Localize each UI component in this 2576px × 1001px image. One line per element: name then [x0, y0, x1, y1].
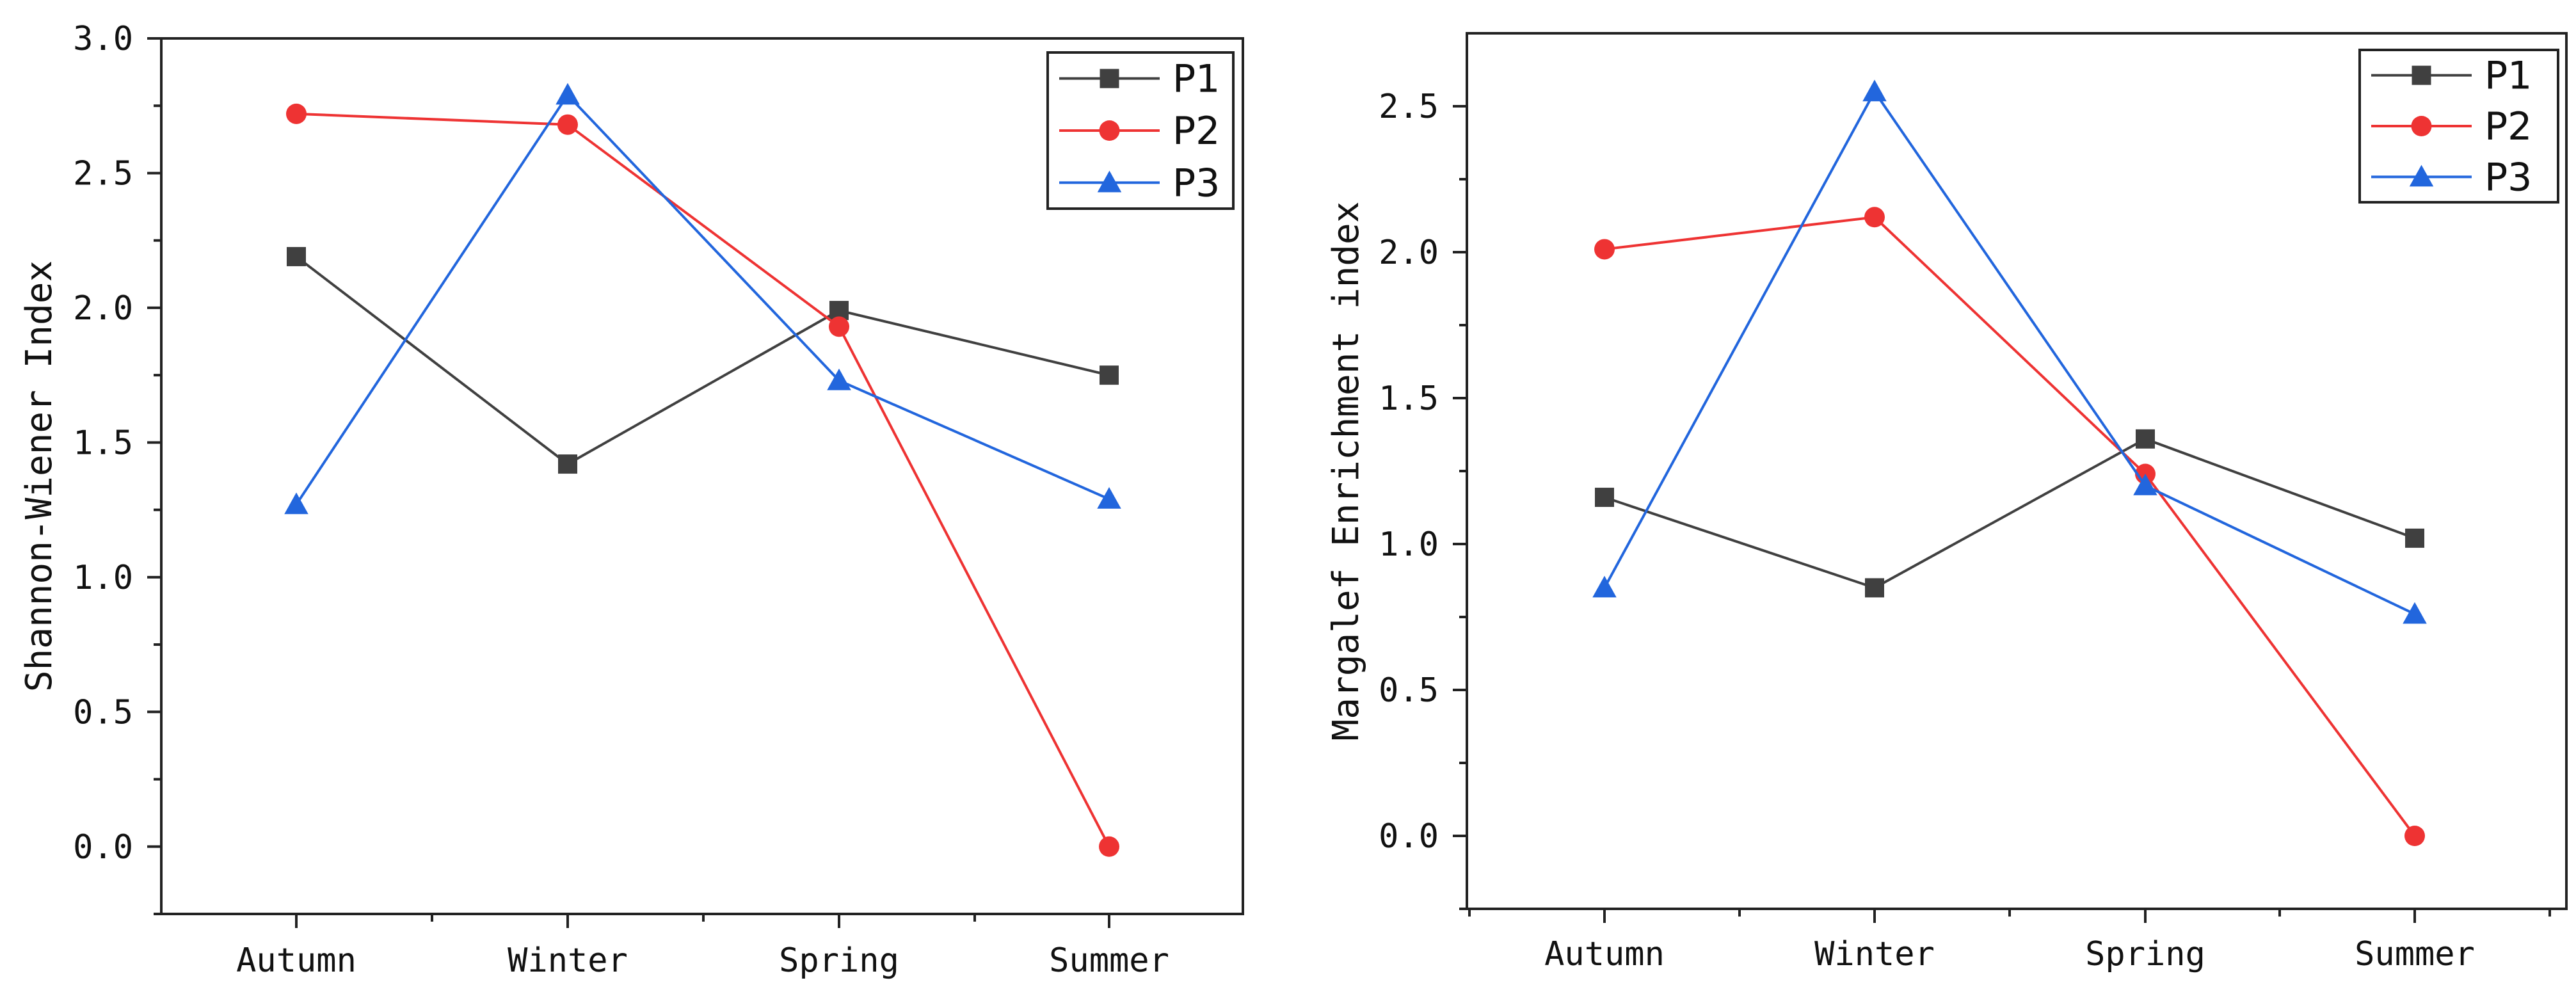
y-tick-label: 1.0 [73, 559, 133, 597]
x-tick-label: Autumn [1544, 935, 1665, 973]
shannon-wiener-chart: 0.0 0.5 1.0 1.5 2.0 2.5 3.0 Autumn Winter Spring S… [19, 20, 1244, 980]
data-point-p2 [286, 103, 307, 124]
legend-label: P3 [1172, 161, 1220, 205]
data-point-p1 [2405, 528, 2424, 548]
data-point-p3 [556, 83, 580, 105]
y-tick-label: 0.0 [73, 828, 133, 867]
y-tick-label: 1.5 [73, 424, 133, 462]
data-point-p1 [1865, 578, 1884, 598]
x-tick-label: Spring [779, 941, 899, 980]
y-tick-label: 2.0 [1379, 234, 1439, 272]
y-tick-label: 1.0 [1379, 525, 1439, 564]
data-point-p3 [1862, 79, 1887, 102]
data-point-p1 [287, 246, 306, 266]
data-point-p2 [557, 114, 578, 135]
data-point-p3 [827, 368, 851, 390]
series-line-p1 [1604, 437, 2415, 589]
legend-label: P2 [2484, 104, 2532, 149]
legend-marker-p1 [1100, 68, 1119, 88]
series-line-p2 [1604, 216, 2416, 837]
x-tick-label: Summer [2355, 935, 2475, 973]
legend-marker-p2 [1099, 120, 1120, 141]
series-line-p1 [295, 255, 1110, 466]
legend-marker-p3 [2409, 164, 2434, 187]
data-point-p1 [1100, 365, 1119, 385]
data-point-p1 [558, 454, 577, 474]
x-tick-label: Spring [2085, 935, 2205, 973]
data-point-p3 [1592, 575, 1617, 598]
legend: P1 P2 P3 [2358, 49, 2559, 204]
data-point-p3 [2133, 474, 2157, 495]
series-line-p2 [296, 112, 1110, 847]
legend-marker-p1 [2412, 65, 2431, 85]
x-tick-label: Summer [1049, 941, 1169, 980]
data-point-p3 [2403, 602, 2427, 624]
y-tick-label: 2.5 [1379, 88, 1439, 126]
series-line-p3 [1603, 89, 2415, 616]
legend-label: P1 [2484, 54, 2532, 99]
data-point-p2 [1864, 207, 1885, 228]
y-tick-label: 3.0 [73, 20, 133, 58]
x-tick-label: Autumn [236, 941, 356, 980]
legend-marker-p2 [2411, 116, 2432, 136]
y-tick-label: 0.5 [73, 693, 133, 732]
data-point-p1 [2136, 429, 2155, 449]
legend-label: P1 [1172, 57, 1220, 102]
y-tick-label: 1.5 [1379, 380, 1439, 418]
series-line-p3 [295, 93, 1110, 506]
data-point-p2 [829, 316, 849, 337]
y-axis-title: Shannon-Wiener Index [19, 260, 60, 692]
legend: P1 P2 P3 [1046, 51, 1235, 210]
legend-label: P2 [1172, 109, 1220, 154]
y-tick-label: 2.0 [73, 289, 133, 328]
data-point-p2 [2404, 826, 2425, 846]
data-point-p3 [1097, 487, 1121, 509]
y-axis-title: Margalef Enrichment index [1325, 202, 1367, 741]
margalef-chart: 0.0 0.5 1.0 1.5 2.0 2.5 Autumn Winter Spring Summ… [1325, 32, 2568, 973]
y-tick-label: 0.0 [1379, 817, 1439, 856]
legend-marker-p3 [1097, 170, 1122, 193]
data-point-p2 [1099, 836, 1119, 857]
y-tick-label: 0.5 [1379, 671, 1439, 710]
y-tick-label: 2.5 [73, 154, 133, 193]
data-point-p1 [1595, 488, 1614, 508]
legend-label: P3 [2484, 155, 2532, 200]
data-point-p2 [1594, 239, 1615, 260]
x-tick-label: Winter [508, 941, 628, 980]
x-tick-label: Winter [1814, 935, 1935, 973]
data-point-p3 [284, 492, 308, 515]
